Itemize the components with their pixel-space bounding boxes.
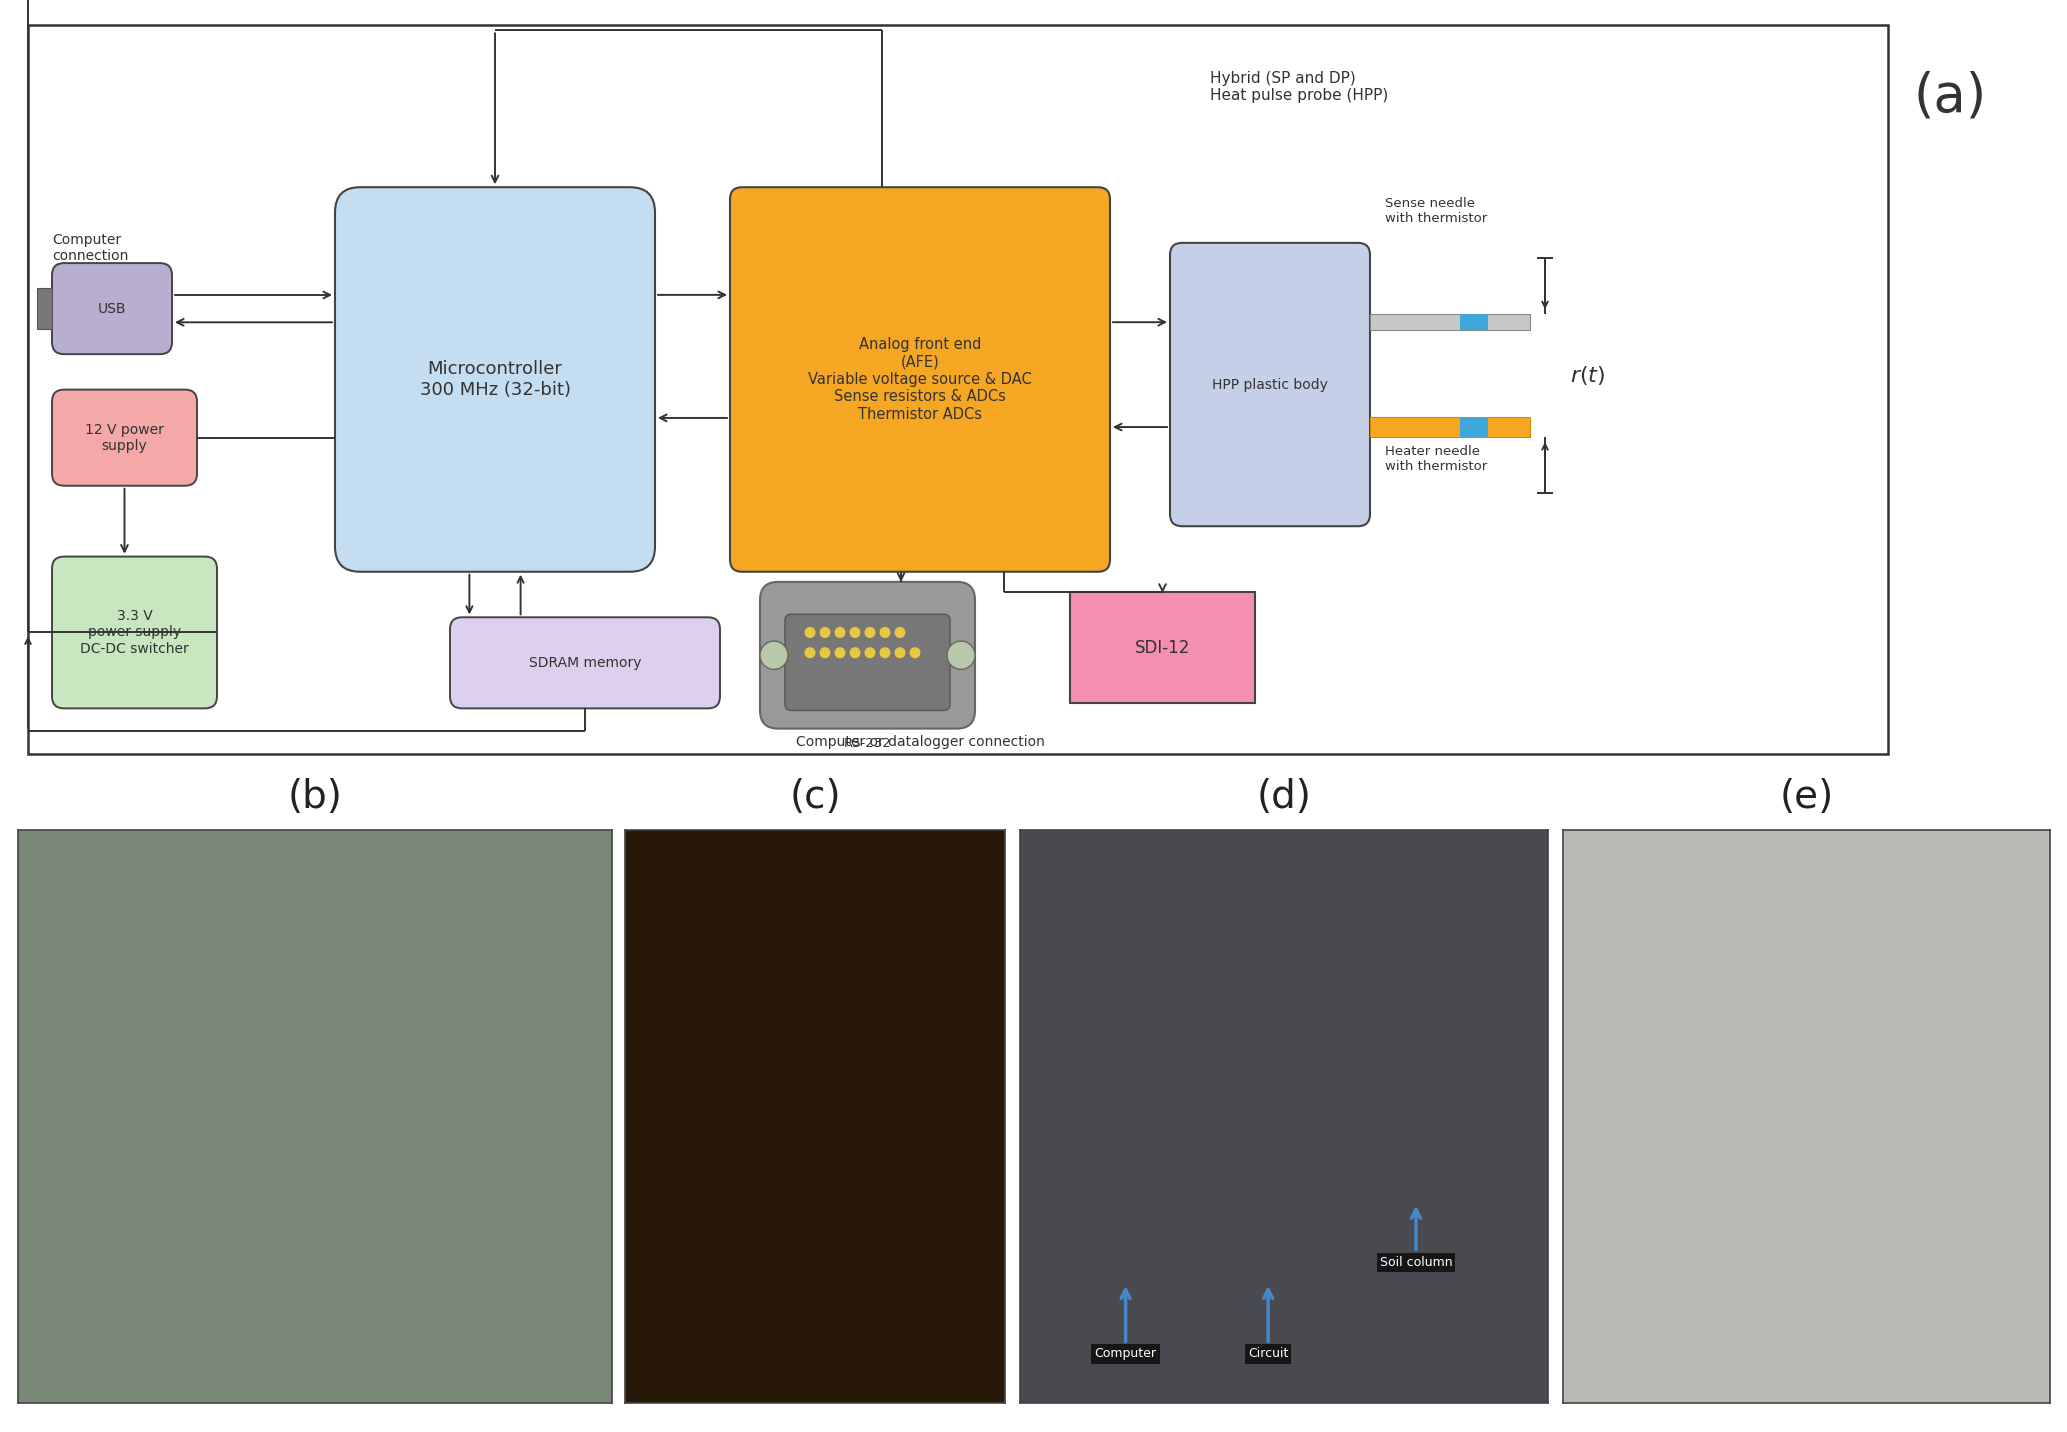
Text: Heater needle
with thermistor: Heater needle with thermistor <box>1385 445 1488 473</box>
Text: Sense needle
with thermistor: Sense needle with thermistor <box>1385 198 1488 225</box>
Circle shape <box>895 627 905 639</box>
Bar <box>37 288 52 329</box>
Text: Soil column: Soil column <box>1379 1210 1453 1269</box>
Text: HPP plastic body: HPP plastic body <box>1211 378 1327 391</box>
Text: SDI-12: SDI-12 <box>1135 639 1191 657</box>
Text: Microcontroller
300 MHz (32-bit): Microcontroller 300 MHz (32-bit) <box>420 359 570 400</box>
Bar <box>1370 417 1530 437</box>
Bar <box>1459 417 1488 437</box>
Circle shape <box>804 647 816 659</box>
Text: USB: USB <box>97 302 126 315</box>
Text: 3.3 V
power supply
DC-DC switcher: 3.3 V power supply DC-DC switcher <box>81 609 188 656</box>
Text: SDRAM memory: SDRAM memory <box>529 656 641 670</box>
Bar <box>1370 314 1530 331</box>
FancyBboxPatch shape <box>451 617 719 709</box>
Text: (d): (d) <box>1257 778 1310 816</box>
Circle shape <box>819 627 831 639</box>
Circle shape <box>878 627 891 639</box>
FancyBboxPatch shape <box>335 188 655 571</box>
FancyBboxPatch shape <box>52 557 217 709</box>
Circle shape <box>835 647 845 659</box>
Circle shape <box>864 627 876 639</box>
FancyBboxPatch shape <box>761 581 976 729</box>
Text: (a): (a) <box>1914 70 1986 123</box>
Circle shape <box>895 647 905 659</box>
Text: (b): (b) <box>287 778 343 816</box>
Text: RS-232: RS-232 <box>843 736 891 750</box>
FancyBboxPatch shape <box>1170 243 1370 526</box>
FancyBboxPatch shape <box>52 263 172 354</box>
Circle shape <box>804 627 816 639</box>
Circle shape <box>761 642 788 669</box>
Text: $r(t)$: $r(t)$ <box>1571 364 1606 387</box>
FancyBboxPatch shape <box>730 188 1110 571</box>
Text: Analog front end
(AFE)
Variable voltage source & DAC
Sense resistors & ADCs
Ther: Analog front end (AFE) Variable voltage … <box>808 337 1031 422</box>
Circle shape <box>909 647 920 659</box>
Text: Computer or datalogger connection: Computer or datalogger connection <box>796 735 1044 749</box>
FancyBboxPatch shape <box>785 614 951 710</box>
Text: Hybrid (SP and DP)
Heat pulse probe (HPP): Hybrid (SP and DP) Heat pulse probe (HPP… <box>1209 70 1389 103</box>
Text: Computer: Computer <box>1096 1290 1158 1360</box>
Bar <box>1459 314 1488 331</box>
Text: Computer
connection: Computer connection <box>52 233 128 263</box>
FancyBboxPatch shape <box>1071 591 1255 703</box>
Circle shape <box>850 647 860 659</box>
Circle shape <box>835 627 845 639</box>
Circle shape <box>947 642 976 669</box>
Circle shape <box>864 647 876 659</box>
Text: 12 V power
supply: 12 V power supply <box>85 422 163 453</box>
Circle shape <box>850 627 860 639</box>
Circle shape <box>819 647 831 659</box>
Text: (e): (e) <box>1780 778 1833 816</box>
Text: Circuit: Circuit <box>1248 1290 1288 1360</box>
Text: (c): (c) <box>790 778 841 816</box>
Circle shape <box>878 647 891 659</box>
FancyBboxPatch shape <box>52 390 196 485</box>
